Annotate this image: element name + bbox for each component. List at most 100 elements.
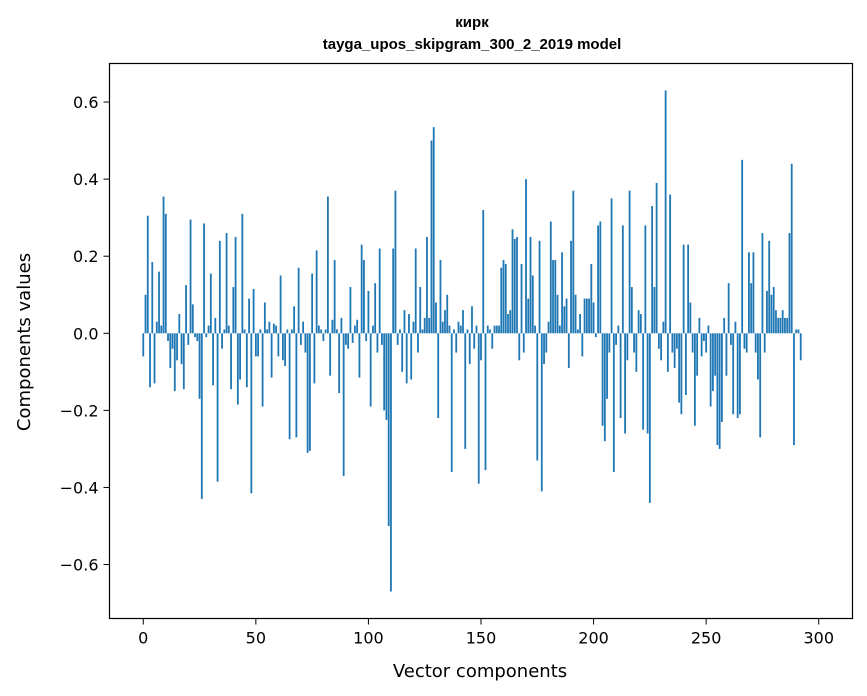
- bar-256: [718, 333, 721, 449]
- bar-130: [435, 302, 437, 334]
- bar-137: [450, 333, 453, 473]
- bar-126: [426, 236, 428, 334]
- bar-269: [748, 252, 750, 334]
- bar-200: [592, 302, 595, 334]
- bar-151: [482, 209, 485, 334]
- x-tick-label: 150: [466, 629, 497, 648]
- bar-73: [306, 333, 309, 453]
- bar-52: [259, 329, 262, 334]
- bar-267: [743, 333, 746, 349]
- bar-257: [721, 333, 723, 422]
- bar-264: [736, 333, 739, 419]
- bar-91: [347, 333, 350, 349]
- y-tick-label: 0.2: [73, 247, 98, 266]
- bar-292: [799, 333, 802, 361]
- bar-9: [162, 196, 165, 334]
- bar-57: [270, 333, 273, 378]
- bar-66: [290, 329, 293, 334]
- bar-65: [288, 333, 291, 440]
- bar-17: [180, 333, 183, 365]
- bar-108: [385, 333, 388, 421]
- bar-104: [376, 333, 379, 353]
- x-axis-label: Vector components: [393, 661, 567, 682]
- bar-152: [484, 333, 487, 471]
- bar-286: [786, 317, 789, 334]
- bar-60: [277, 333, 280, 357]
- bar-241: [684, 333, 687, 395]
- bar-192: [574, 294, 577, 334]
- bar-199: [590, 263, 593, 334]
- bar-153: [486, 325, 489, 334]
- bar-110: [390, 333, 392, 592]
- bar-214: [624, 333, 626, 434]
- bar-133: [441, 321, 444, 334]
- bar-213: [621, 225, 624, 334]
- bar-54: [263, 302, 266, 334]
- y-tick-label: −0.4: [60, 478, 99, 497]
- bar-221: [639, 314, 642, 334]
- bar-90: [345, 333, 347, 345]
- bar-118: [408, 314, 410, 334]
- bar-30: [209, 273, 212, 334]
- bar-101: [369, 333, 372, 407]
- bar-36: [223, 329, 226, 334]
- bar-28: [205, 333, 208, 338]
- bar-62: [281, 333, 284, 361]
- bar-155: [491, 333, 494, 349]
- bar-277: [766, 290, 768, 334]
- bar-209: [612, 333, 615, 473]
- bar-236: [673, 333, 676, 368]
- bar-244: [691, 333, 694, 353]
- bar-224: [646, 333, 649, 434]
- bar-169: [522, 333, 525, 353]
- bar-23: [194, 333, 196, 338]
- bar-243: [689, 302, 692, 334]
- bar-8: [160, 325, 163, 334]
- bar-185: [558, 325, 561, 334]
- bar-3: [149, 333, 151, 388]
- bar-56: [268, 321, 271, 334]
- bar-27: [203, 223, 205, 334]
- bar-35: [221, 333, 223, 349]
- bar-149: [477, 333, 480, 484]
- bar-21: [189, 219, 192, 334]
- bar-157: [495, 325, 498, 334]
- bar-230: [660, 333, 663, 361]
- bar-195: [581, 333, 584, 357]
- bar-226: [651, 206, 654, 334]
- plot-frame: [108, 62, 854, 620]
- bar-197: [585, 298, 588, 334]
- bar-172: [529, 236, 532, 334]
- bar-12: [169, 333, 172, 368]
- bar-125: [423, 317, 426, 334]
- bar-188: [565, 298, 568, 334]
- bar-175: [536, 333, 539, 461]
- y-tick-label: 0.4: [73, 170, 98, 189]
- bar-194: [579, 314, 581, 334]
- bar-142: [462, 310, 464, 334]
- bar-246: [696, 333, 699, 376]
- bar-202: [597, 225, 599, 334]
- bar-272: [754, 333, 757, 353]
- bar-271: [752, 252, 755, 334]
- bar-77: [315, 250, 318, 334]
- bar-181: [549, 221, 552, 334]
- x-tick-label: 200: [578, 629, 609, 648]
- bar-24: [196, 333, 199, 341]
- bar-141: [459, 325, 462, 334]
- bar-235: [671, 333, 674, 353]
- bar-274: [759, 333, 762, 438]
- bar-238: [678, 333, 681, 403]
- bar-254: [714, 333, 717, 376]
- bar-262: [732, 333, 735, 415]
- x-axis-ticks: 0 50 100 150 200 250 300: [138, 618, 834, 648]
- bar-291: [797, 329, 800, 334]
- bar-63: [284, 333, 287, 367]
- bar-100: [367, 290, 370, 334]
- bar-112: [394, 190, 397, 334]
- bar-67: [293, 306, 296, 334]
- bar-109: [387, 333, 390, 526]
- y-axis-label: Components values: [14, 253, 35, 431]
- bar-33: [216, 333, 219, 482]
